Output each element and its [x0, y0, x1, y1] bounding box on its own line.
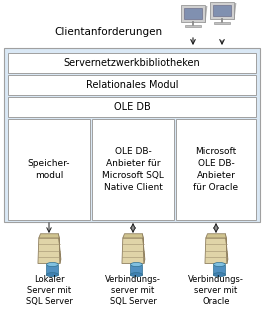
FancyBboxPatch shape	[210, 2, 234, 19]
Text: Speicher-
modul: Speicher- modul	[28, 159, 70, 180]
FancyBboxPatch shape	[213, 6, 231, 17]
Ellipse shape	[130, 263, 142, 266]
FancyBboxPatch shape	[8, 75, 256, 95]
Polygon shape	[206, 234, 226, 238]
Polygon shape	[38, 238, 60, 264]
FancyBboxPatch shape	[92, 119, 174, 220]
Ellipse shape	[46, 263, 58, 266]
Text: Clientanforderungen: Clientanforderungen	[54, 27, 162, 37]
Polygon shape	[122, 238, 144, 264]
Ellipse shape	[46, 273, 58, 277]
Polygon shape	[123, 234, 143, 238]
FancyBboxPatch shape	[8, 119, 90, 220]
Polygon shape	[225, 234, 228, 264]
Polygon shape	[58, 234, 61, 264]
FancyBboxPatch shape	[214, 21, 230, 24]
FancyBboxPatch shape	[8, 53, 256, 73]
Polygon shape	[205, 238, 227, 264]
Ellipse shape	[214, 263, 225, 266]
FancyBboxPatch shape	[130, 265, 142, 275]
FancyBboxPatch shape	[8, 97, 256, 117]
FancyBboxPatch shape	[184, 8, 202, 20]
Text: Relationales Modul: Relationales Modul	[86, 80, 178, 90]
FancyBboxPatch shape	[46, 265, 58, 275]
FancyBboxPatch shape	[176, 119, 256, 220]
Polygon shape	[142, 234, 145, 264]
FancyBboxPatch shape	[4, 48, 260, 222]
Text: OLE DB: OLE DB	[114, 102, 150, 112]
Text: Verbindungs-
server mit
Oracle: Verbindungs- server mit Oracle	[188, 275, 244, 306]
Polygon shape	[39, 234, 59, 238]
Ellipse shape	[214, 273, 225, 277]
FancyBboxPatch shape	[185, 25, 201, 27]
Text: Microsoft
OLE DB-
Anbieter
für Oracle: Microsoft OLE DB- Anbieter für Oracle	[194, 147, 239, 192]
Text: OLE DB-
Anbieter für
Microsoft SQL
Native Client: OLE DB- Anbieter für Microsoft SQL Nativ…	[102, 147, 164, 192]
FancyBboxPatch shape	[214, 265, 225, 275]
FancyBboxPatch shape	[181, 5, 205, 22]
Text: Lokaler
Server mit
SQL Server: Lokaler Server mit SQL Server	[26, 275, 72, 306]
Text: Servernetzwerkbibliotheken: Servernetzwerkbibliotheken	[64, 58, 200, 68]
Text: Verbindungs-
server mit
SQL Server: Verbindungs- server mit SQL Server	[105, 275, 161, 306]
Ellipse shape	[130, 273, 142, 277]
